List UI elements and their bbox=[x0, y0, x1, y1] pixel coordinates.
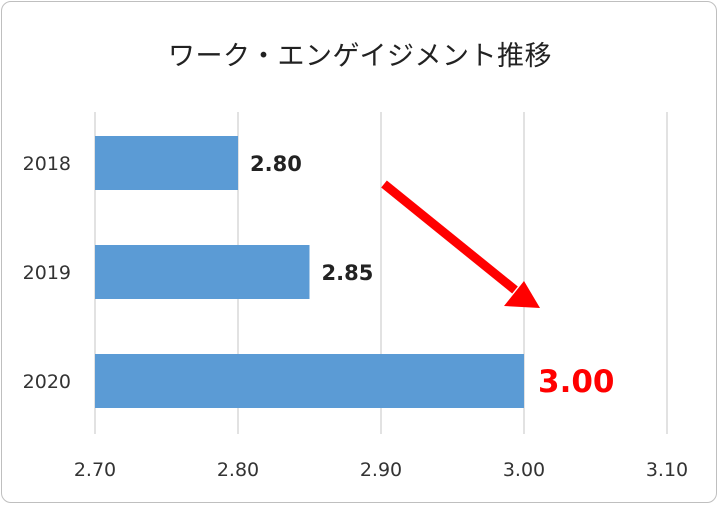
x-tick-label: 3.00 bbox=[503, 459, 545, 481]
x-tick-label: 2.80 bbox=[217, 459, 259, 481]
chart-title: ワーク・エンゲイジメント推移 bbox=[168, 41, 552, 72]
x-tick-label: 3.10 bbox=[646, 459, 688, 481]
trend-arrow bbox=[381, 180, 540, 308]
category-label: 2019 bbox=[23, 262, 71, 284]
trend-arrow-head bbox=[504, 281, 540, 308]
bar-2020 bbox=[95, 354, 524, 408]
category-label: 2020 bbox=[23, 371, 71, 393]
x-tick-label: 2.70 bbox=[74, 459, 116, 481]
bar-2018 bbox=[95, 136, 238, 190]
x-tick-label: 2.90 bbox=[360, 459, 402, 481]
trend-arrow-line bbox=[381, 180, 518, 294]
bar-2019 bbox=[95, 245, 310, 299]
category-label: 2018 bbox=[23, 153, 71, 175]
data-label-2020: 3.00 bbox=[538, 364, 615, 400]
data-label-2018: 2.80 bbox=[250, 152, 302, 176]
data-label-2019: 2.85 bbox=[322, 261, 374, 285]
